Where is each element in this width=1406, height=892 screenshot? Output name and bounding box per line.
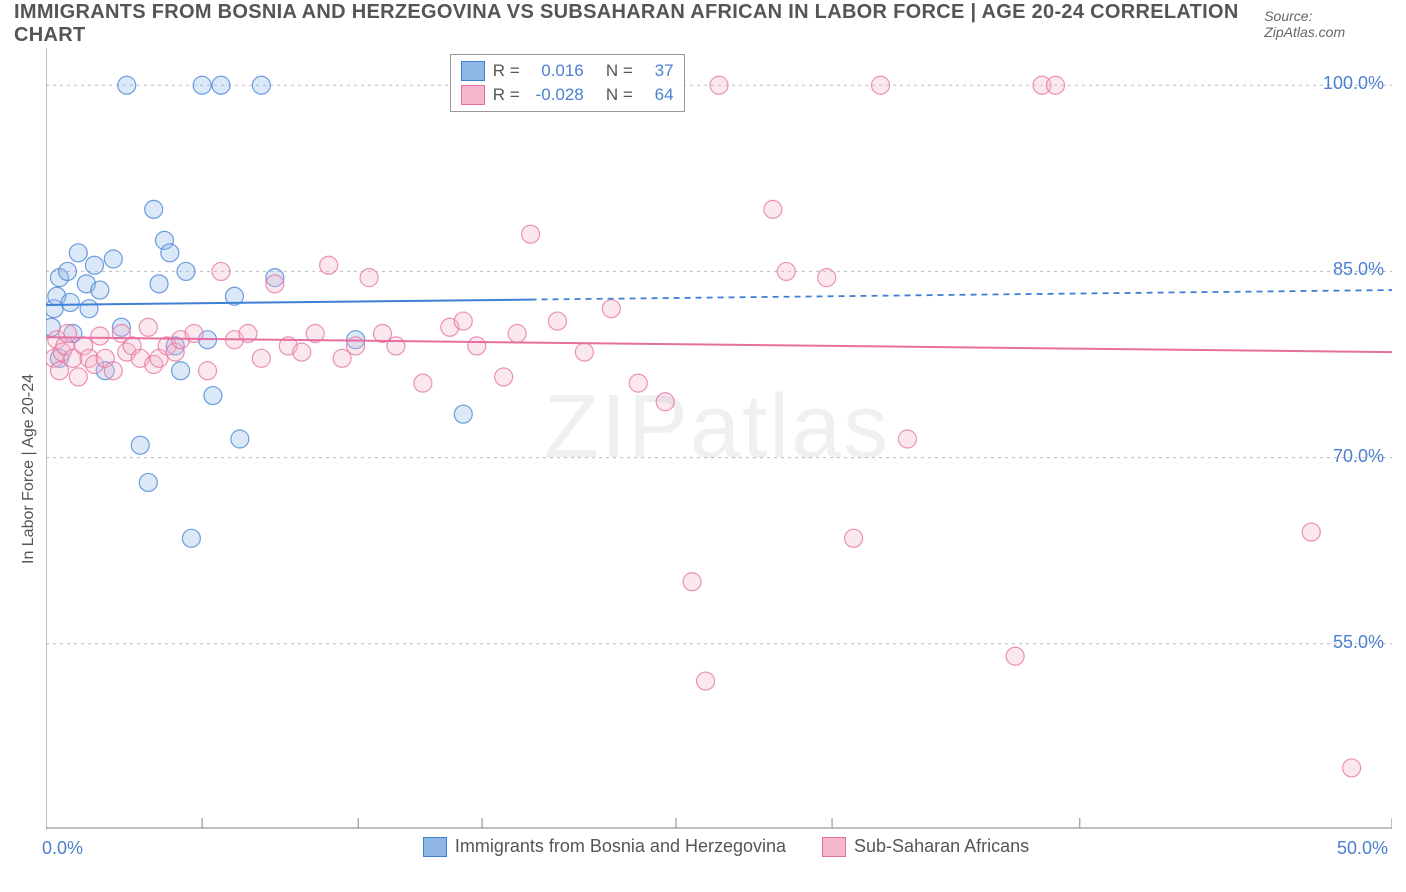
legend-n-value: 37: [646, 59, 674, 83]
y-tick-label: 100.0%: [1323, 73, 1384, 94]
bottom-legend-item: Immigrants from Bosnia and Herzegovina: [423, 836, 786, 857]
legend-swatch: [822, 837, 846, 857]
x-tick-label: 50.0%: [1337, 838, 1388, 859]
y-tick-label: 55.0%: [1333, 632, 1384, 653]
plot-area: 55.0%70.0%85.0%100.0%0.0%50.0%: [46, 48, 1392, 830]
legend-swatch: [423, 837, 447, 857]
legend-label: Immigrants from Bosnia and Herzegovina: [455, 836, 786, 857]
correlation-legend: R = 0.016 N = 37 R = -0.028 N = 64: [450, 54, 685, 112]
legend-row: R = 0.016 N = 37: [461, 59, 674, 83]
legend-r-value: -0.028: [528, 83, 584, 107]
legend-swatch: [461, 61, 485, 81]
legend-row: R = -0.028 N = 64: [461, 83, 674, 107]
y-axis-title: In Labor Force | Age 20-24: [20, 374, 38, 564]
legend-swatch: [461, 85, 485, 105]
legend-n-value: 64: [646, 83, 674, 107]
chart-header: IMMIGRANTS FROM BOSNIA AND HERZEGOVINA V…: [0, 0, 1406, 48]
y-tick-label: 85.0%: [1333, 259, 1384, 280]
legend-r-value: 0.016: [528, 59, 584, 83]
source-label: Source: ZipAtlas.com: [1264, 8, 1392, 40]
legend-label: Sub-Saharan Africans: [854, 836, 1029, 857]
chart-title: IMMIGRANTS FROM BOSNIA AND HERZEGOVINA V…: [14, 1, 1264, 47]
bottom-legend: Immigrants from Bosnia and Herzegovina Su…: [423, 836, 1029, 857]
bottom-legend-item: Sub-Saharan Africans: [822, 836, 1029, 857]
x-tick-label: 0.0%: [42, 838, 83, 859]
y-tick-label: 70.0%: [1333, 446, 1384, 467]
